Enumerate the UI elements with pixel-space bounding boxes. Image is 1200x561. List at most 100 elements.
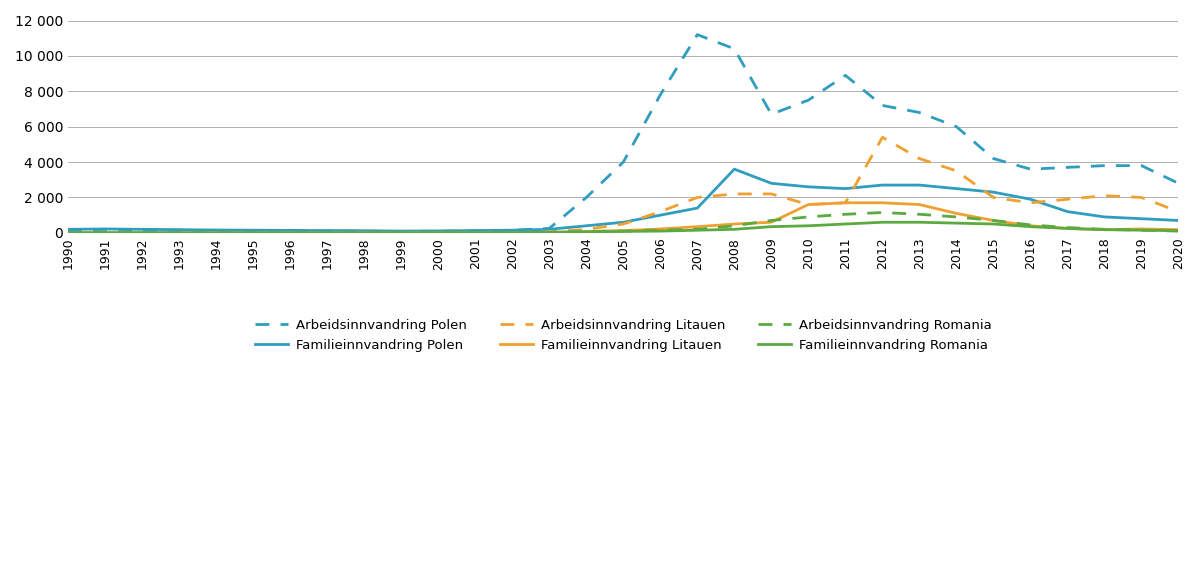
Familieinnvandring Litauen	[61, 229, 76, 236]
Familieinnvandring Polen	[986, 189, 1001, 196]
Familieinnvandring Polen	[394, 228, 408, 234]
Arbeidsinnvandring Romania	[394, 229, 408, 236]
Familieinnvandring Polen	[172, 226, 186, 233]
Arbeidsinnvandring Polen	[616, 159, 630, 165]
Arbeidsinnvandring Polen	[1171, 180, 1186, 187]
Familieinnvandring Polen	[580, 222, 594, 229]
Familieinnvandring Romania	[653, 228, 667, 234]
Arbeidsinnvandring Litauen	[320, 229, 335, 236]
Familieinnvandring Polen	[431, 228, 445, 234]
Line: Familieinnvandring Romania: Familieinnvandring Romania	[68, 222, 1178, 233]
Familieinnvandring Litauen	[580, 228, 594, 235]
Arbeidsinnvandring Litauen	[394, 229, 408, 236]
Familieinnvandring Romania	[431, 229, 445, 236]
Arbeidsinnvandring Romania	[1024, 222, 1038, 228]
Familieinnvandring Romania	[320, 229, 335, 236]
Arbeidsinnvandring Romania	[209, 229, 223, 236]
Familieinnvandring Litauen	[1097, 226, 1111, 233]
Familieinnvandring Litauen	[838, 199, 852, 206]
Arbeidsinnvandring Litauen	[542, 229, 557, 236]
Familieinnvandring Romania	[727, 226, 742, 233]
Arbeidsinnvandring Litauen	[505, 229, 520, 236]
Arbeidsinnvandring Polen	[1134, 162, 1148, 169]
Arbeidsinnvandring Romania	[764, 217, 779, 224]
Familieinnvandring Litauen	[246, 229, 260, 236]
Arbeidsinnvandring Polen	[727, 45, 742, 52]
Arbeidsinnvandring Polen	[949, 123, 964, 130]
Familieinnvandring Polen	[875, 182, 889, 188]
Familieinnvandring Romania	[209, 229, 223, 236]
Familieinnvandring Polen	[838, 185, 852, 192]
Familieinnvandring Polen	[764, 180, 779, 187]
Familieinnvandring Litauen	[690, 223, 704, 230]
Familieinnvandring Romania	[246, 229, 260, 236]
Arbeidsinnvandring Litauen	[727, 191, 742, 197]
Familieinnvandring Polen	[61, 226, 76, 233]
Familieinnvandring Polen	[653, 212, 667, 219]
Familieinnvandring Romania	[1024, 223, 1038, 230]
Arbeidsinnvandring Romania	[727, 222, 742, 229]
Arbeidsinnvandring Litauen	[1061, 196, 1075, 203]
Familieinnvandring Polen	[1097, 214, 1111, 220]
Familieinnvandring Litauen	[727, 220, 742, 227]
Arbeidsinnvandring Litauen	[209, 229, 223, 236]
Arbeidsinnvandring Romania	[246, 229, 260, 236]
Arbeidsinnvandring Polen	[394, 228, 408, 235]
Familieinnvandring Romania	[764, 223, 779, 230]
Familieinnvandring Polen	[98, 226, 113, 232]
Arbeidsinnvandring Litauen	[875, 134, 889, 141]
Familieinnvandring Litauen	[1061, 225, 1075, 232]
Familieinnvandring Polen	[246, 227, 260, 233]
Familieinnvandring Polen	[134, 226, 149, 233]
Line: Familieinnvandring Polen: Familieinnvandring Polen	[68, 169, 1178, 231]
Arbeidsinnvandring Romania	[802, 214, 816, 220]
Familieinnvandring Romania	[1171, 227, 1186, 234]
Arbeidsinnvandring Polen	[505, 227, 520, 233]
Familieinnvandring Litauen	[802, 201, 816, 208]
Arbeidsinnvandring Romania	[949, 214, 964, 220]
Familieinnvandring Litauen	[134, 229, 149, 236]
Arbeidsinnvandring Litauen	[1134, 194, 1148, 201]
Familieinnvandring Romania	[690, 227, 704, 233]
Arbeidsinnvandring Polen	[172, 227, 186, 233]
Familieinnvandring Litauen	[394, 229, 408, 236]
Arbeidsinnvandring Romania	[98, 229, 113, 236]
Arbeidsinnvandring Litauen	[802, 201, 816, 208]
Arbeidsinnvandring Polen	[1024, 166, 1038, 173]
Familieinnvandring Litauen	[358, 229, 372, 236]
Familieinnvandring Romania	[616, 228, 630, 235]
Arbeidsinnvandring Polen	[986, 155, 1001, 162]
Familieinnvandring Polen	[358, 227, 372, 234]
Familieinnvandring Litauen	[912, 201, 926, 208]
Familieinnvandring Litauen	[98, 229, 113, 236]
Familieinnvandring Litauen	[209, 229, 223, 236]
Familieinnvandring Litauen	[764, 219, 779, 226]
Familieinnvandring Romania	[875, 219, 889, 226]
Arbeidsinnvandring Romania	[616, 228, 630, 234]
Arbeidsinnvandring Litauen	[98, 229, 113, 236]
Arbeidsinnvandring Litauen	[1097, 192, 1111, 199]
Arbeidsinnvandring Romania	[468, 229, 482, 236]
Arbeidsinnvandring Polen	[764, 111, 779, 118]
Legend: Arbeidsinnvandring Polen, Familieinnvandring Polen, Arbeidsinnvandring Litauen, : Arbeidsinnvandring Polen, Familieinnvand…	[250, 314, 997, 357]
Arbeidsinnvandring Romania	[690, 226, 704, 233]
Familieinnvandring Litauen	[1024, 222, 1038, 229]
Familieinnvandring Polen	[616, 219, 630, 226]
Familieinnvandring Romania	[1134, 227, 1148, 233]
Familieinnvandring Litauen	[320, 229, 335, 236]
Arbeidsinnvandring Polen	[875, 102, 889, 109]
Familieinnvandring Polen	[1024, 196, 1038, 203]
Familieinnvandring Romania	[542, 229, 557, 236]
Arbeidsinnvandring Romania	[912, 211, 926, 218]
Arbeidsinnvandring Romania	[358, 229, 372, 236]
Familieinnvandring Polen	[802, 183, 816, 190]
Familieinnvandring Romania	[838, 220, 852, 227]
Arbeidsinnvandring Litauen	[912, 155, 926, 162]
Arbeidsinnvandring Polen	[283, 228, 298, 234]
Familieinnvandring Polen	[505, 227, 520, 233]
Familieinnvandring Polen	[690, 205, 704, 211]
Familieinnvandring Litauen	[949, 210, 964, 217]
Familieinnvandring Romania	[98, 229, 113, 236]
Arbeidsinnvandring Litauen	[764, 191, 779, 197]
Familieinnvandring Romania	[61, 229, 76, 236]
